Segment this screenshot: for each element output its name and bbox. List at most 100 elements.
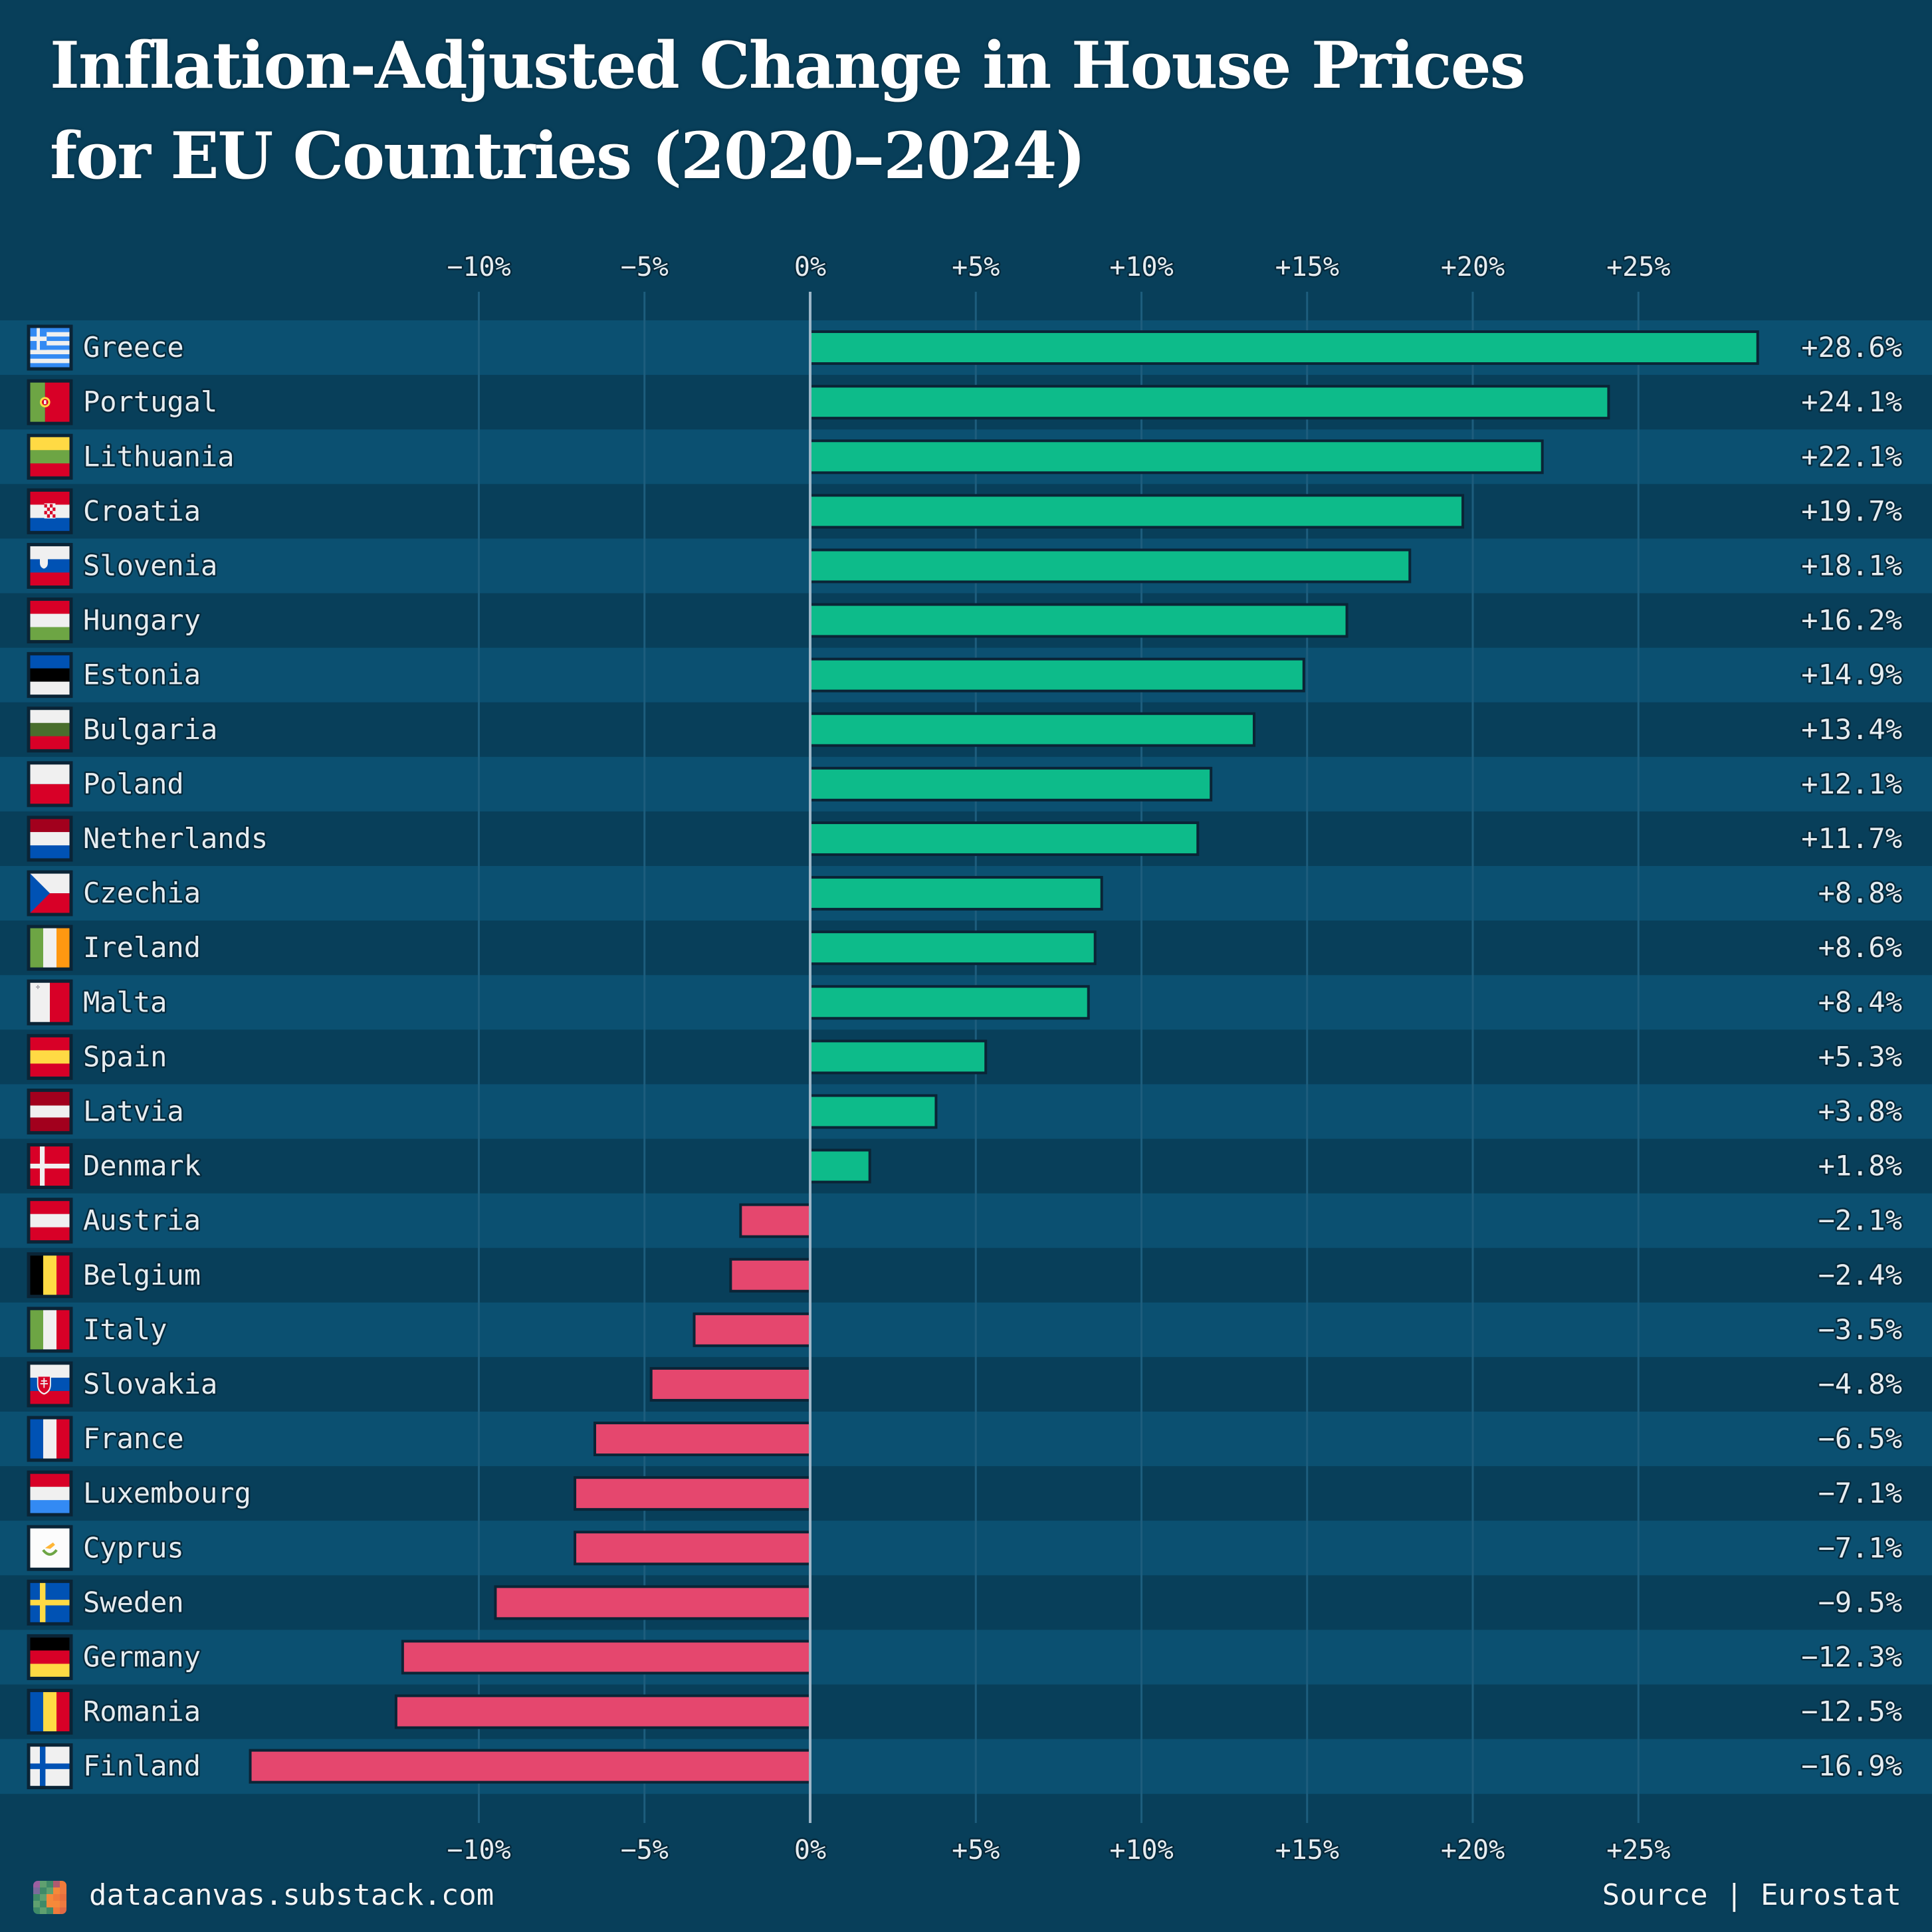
lithuania-flag-icon xyxy=(27,433,73,480)
flag-part xyxy=(30,1214,70,1228)
logo-pixel xyxy=(40,1887,47,1894)
flag-part xyxy=(30,1390,70,1404)
flag-part xyxy=(30,350,70,355)
value-label: −6.5% xyxy=(1818,1422,1902,1455)
flag-part xyxy=(30,1364,70,1378)
value-label: −4.8% xyxy=(1818,1368,1902,1400)
flag-part xyxy=(30,845,70,859)
x-tick-label-bottom: −5% xyxy=(621,1835,669,1866)
country-label: Romania xyxy=(83,1695,201,1728)
country-label: Cyprus xyxy=(83,1531,184,1564)
romania-flag-icon xyxy=(27,1689,73,1735)
flag-part xyxy=(30,1309,44,1350)
country-label: Portugal xyxy=(83,385,217,418)
x-tick-label-top: +25% xyxy=(1606,252,1670,282)
flag-part xyxy=(40,1383,48,1384)
logo-pixel xyxy=(33,1894,40,1901)
flag-part xyxy=(43,1419,57,1459)
country-label: Sweden xyxy=(83,1586,184,1618)
flag-body xyxy=(30,1528,70,1568)
x-tick-label-bottom: +15% xyxy=(1275,1835,1339,1866)
footer-site-link[interactable]: datacanvas.substack.com xyxy=(89,1878,494,1912)
logo-pixel xyxy=(53,1901,60,1907)
flag-part xyxy=(43,1691,57,1732)
portugal-flag-icon xyxy=(27,379,73,425)
flag-part xyxy=(56,1255,70,1295)
value-label: +3.8% xyxy=(1818,1095,1902,1127)
value-label: +19.7% xyxy=(1801,494,1902,527)
country-label: Estonia xyxy=(83,659,201,691)
flag-part xyxy=(30,764,70,784)
value-label: +13.4% xyxy=(1801,713,1902,746)
country-label: Czechia xyxy=(83,877,201,909)
logo-pixel xyxy=(33,1881,40,1887)
flag-part xyxy=(42,1549,58,1556)
poland-flag-icon xyxy=(27,761,73,807)
flag-border xyxy=(27,1689,73,1735)
flag-border xyxy=(27,488,73,534)
row-band xyxy=(0,1684,1932,1740)
flag-part xyxy=(30,559,70,573)
logo-pixel xyxy=(53,1881,60,1887)
flag-part xyxy=(30,600,70,614)
bar xyxy=(729,1257,811,1293)
value-label: +24.1% xyxy=(1801,385,1902,418)
row-band xyxy=(0,1412,1932,1467)
country-label: Croatia xyxy=(83,494,201,527)
value-label: −7.1% xyxy=(1818,1531,1902,1564)
bar xyxy=(494,1585,811,1620)
flag-part xyxy=(30,1200,70,1214)
flag-body xyxy=(30,437,70,477)
value-label: +8.8% xyxy=(1818,877,1902,909)
logo-pixel xyxy=(53,1887,60,1894)
bar xyxy=(809,548,1412,584)
country-label: Finland xyxy=(83,1750,201,1782)
flag-part xyxy=(30,491,70,505)
bar xyxy=(809,1094,938,1129)
logo-pixel xyxy=(47,1887,53,1894)
flag-border xyxy=(27,379,73,425)
country-label: Ireland xyxy=(83,931,201,964)
x-tick-label-top: +5% xyxy=(952,252,1000,282)
country-label: Latvia xyxy=(83,1095,184,1127)
logo-pixel xyxy=(60,1887,66,1894)
country-label: Germany xyxy=(83,1640,201,1673)
footer-source: Source | Eurostat xyxy=(1602,1878,1901,1912)
flag-border xyxy=(27,979,73,1025)
flag-part xyxy=(30,332,70,337)
flag-border xyxy=(27,1143,73,1190)
flag-body xyxy=(30,1255,70,1295)
flag-part xyxy=(40,558,48,569)
flag-body xyxy=(30,546,70,586)
denmark-flag-icon xyxy=(27,1143,73,1190)
flag-part xyxy=(30,518,70,532)
logo-pixel xyxy=(47,1907,53,1914)
x-tick-label-top: −10% xyxy=(447,252,510,282)
flag-body xyxy=(30,1146,70,1186)
flag-border xyxy=(27,1198,73,1244)
row-band xyxy=(0,1630,1932,1685)
flag-part xyxy=(56,1419,70,1459)
flag-border xyxy=(27,706,73,753)
bar xyxy=(809,876,1103,911)
netherlands-flag-icon xyxy=(27,815,73,862)
flag-border xyxy=(27,1743,73,1790)
flag-body xyxy=(30,764,70,804)
country-label: Luxembourg xyxy=(83,1477,251,1509)
x-tick-label-bottom: +10% xyxy=(1109,1835,1173,1866)
row-band xyxy=(0,1138,1932,1194)
logo-pixel xyxy=(47,1881,53,1887)
bar xyxy=(739,1203,811,1238)
cyprus-flag-icon xyxy=(27,1525,73,1571)
bar xyxy=(809,657,1305,693)
row-bands xyxy=(0,320,1932,1794)
belgium-flag-icon xyxy=(27,1252,73,1299)
value-label: −12.5% xyxy=(1801,1695,1902,1728)
flag-body xyxy=(30,328,70,368)
country-labels: Greece Portugal Lithuania Croatia Slovenia Hu… xyxy=(82,330,270,1784)
bar xyxy=(809,1148,871,1184)
flag-part xyxy=(50,510,53,514)
flag-border xyxy=(27,1634,73,1680)
flag-body xyxy=(30,1582,70,1623)
